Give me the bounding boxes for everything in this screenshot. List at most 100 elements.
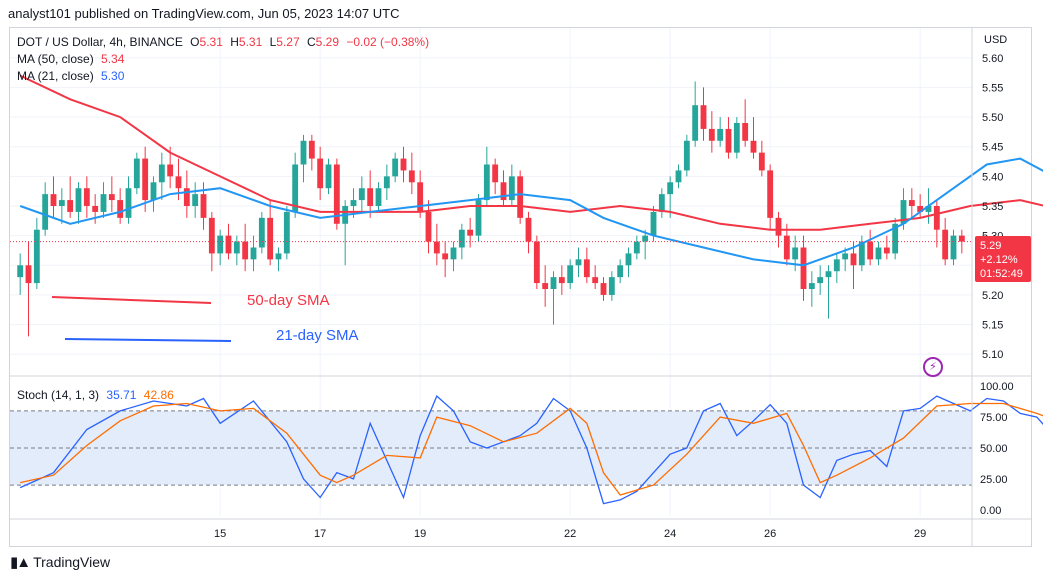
candle-body: [900, 200, 907, 224]
candle-body: [58, 200, 65, 206]
candle-body: [742, 123, 749, 141]
candle-body: [667, 182, 674, 195]
ma21-legend-value: 5.30: [101, 69, 125, 83]
candle-body: [42, 194, 49, 230]
currency-label: USD: [984, 34, 1008, 46]
candle-body: [650, 211, 657, 236]
stoch-band: [10, 410, 972, 486]
ma50-legend-value: 5.34: [101, 52, 125, 66]
price-tick-label: 5.40: [982, 171, 1003, 183]
candle-body: [258, 217, 265, 248]
lightning-icon[interactable]: ⚡: [923, 357, 943, 377]
price-tag-countdown: 01:52:49: [980, 268, 1023, 280]
candle-body: [875, 247, 882, 260]
candle-body: [792, 247, 799, 260]
time-tick-label: 15: [214, 528, 226, 540]
candle-body: [758, 152, 765, 171]
time-tick-label: 24: [664, 528, 676, 540]
ma21-legend-label: MA (21, close): [17, 69, 94, 83]
chart-frame[interactable]: [9, 27, 1032, 547]
candle-body: [458, 229, 465, 248]
candle-body: [442, 253, 449, 260]
stoch-d-line: [20, 402, 1043, 496]
candle-body: [75, 188, 82, 212]
candle-body: [175, 176, 182, 189]
candle-body: [750, 140, 757, 153]
candle-body: [817, 277, 824, 284]
candle-body: [675, 170, 682, 183]
candle-body: [800, 247, 807, 289]
time-tick-label: 17: [314, 528, 326, 540]
stoch-legend: Stoch (14, 1, 3) 35.71 42.86: [17, 388, 178, 402]
candle-body: [642, 235, 649, 242]
price-tick-label: 5.60: [982, 53, 1003, 65]
candle-body: [533, 241, 540, 284]
time-tick-label: 29: [914, 528, 926, 540]
candle-body: [125, 188, 132, 218]
candle-body: [867, 241, 874, 260]
candle-body: [200, 194, 207, 218]
candle-body: [575, 259, 582, 266]
brand-label: TradingView: [33, 554, 111, 570]
stoch-k-line: [19, 395, 1043, 505]
candle-body: [658, 194, 665, 212]
candle-body: [708, 128, 715, 141]
moving-averages: [10, 74, 1043, 267]
sma-annotation-lines: [51, 296, 232, 342]
candle-body: [500, 182, 507, 201]
candle-body: [192, 194, 199, 206]
candle-body: [133, 158, 140, 189]
candle-body: [542, 283, 549, 289]
candle-body: [225, 235, 232, 254]
candle-body: [508, 176, 515, 201]
candle-body: [100, 194, 107, 212]
candle-body: [433, 241, 440, 254]
candle-body: [392, 158, 399, 177]
candle-body: [883, 247, 890, 254]
candle-body: [300, 140, 307, 165]
stoch-tick-label: 100.00: [980, 381, 1014, 393]
candle-body: [483, 164, 490, 201]
time-tick-label: 26: [764, 528, 776, 540]
candle-body: [17, 265, 24, 278]
stoch-tick-label: 75.00: [980, 412, 1008, 424]
candle-body: [942, 229, 949, 260]
candle-body: [933, 206, 940, 230]
price-tick-label: 5.15: [982, 320, 1003, 332]
stoch-tick-label: 25.00: [980, 474, 1008, 486]
price-tag: 5.29 +2.12% 01:52:49: [975, 236, 1031, 282]
tradingview-logo[interactable]: ▮▲ TradingView: [10, 553, 110, 571]
candle-body: [600, 283, 607, 295]
price-tick-label: 5.45: [982, 142, 1003, 154]
candle-body: [475, 200, 482, 236]
candles: [17, 81, 965, 337]
candle-body: [833, 259, 840, 272]
candle-body: [892, 223, 899, 254]
stoch-legend-label: Stoch (14, 1, 3): [17, 388, 100, 402]
candle-body: [842, 253, 849, 260]
price-tag-change: +2.12%: [980, 254, 1018, 266]
candle-body: [158, 164, 165, 183]
candle-body: [567, 265, 574, 284]
candle-body: [767, 170, 774, 218]
candle-body: [950, 235, 957, 260]
candle-body: [492, 164, 499, 183]
candle-body: [633, 241, 640, 254]
stoch-tick-label: 0.00: [980, 505, 1001, 517]
candle-body: [250, 247, 257, 260]
candle-body: [308, 140, 315, 159]
price-tick-label: 5.55: [982, 82, 1003, 94]
candle-body: [333, 164, 340, 224]
candle-body: [83, 188, 90, 206]
candle-body: [92, 206, 99, 212]
sma50-annotation-stroke: [51, 296, 212, 304]
symbol-label: DOT / US Dollar, 4h, BINANCE: [17, 35, 183, 49]
sma50-annotation: 50-day SMA: [247, 292, 330, 309]
candle-body: [142, 158, 149, 201]
ma21-legend: MA (21, close) 5.30: [17, 69, 128, 83]
time-tick-label: 22: [564, 528, 576, 540]
candle-body: [775, 217, 782, 236]
candle-body: [467, 229, 474, 236]
candle-body: [925, 206, 932, 212]
